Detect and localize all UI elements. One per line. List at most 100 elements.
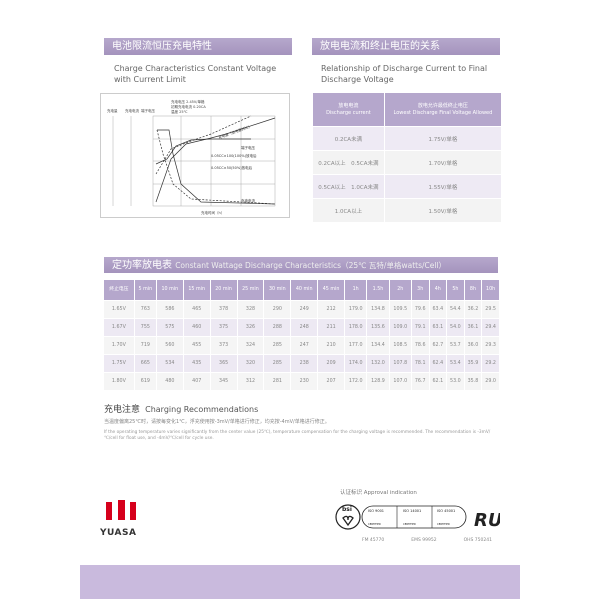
wattage-value-cell: 375 [210,319,237,336]
relation-title-en: Relationship of Discharge Current to Fin… [321,64,488,84]
discharge-current-cell: 0.2CA以上 0.5CA未满 [313,151,384,174]
wattage-title-en: Constant Wattage Discharge Characteristi… [175,261,447,270]
wattage-value-cell: 128.9 [367,373,389,390]
wattage-value-cell: 53.0 [447,373,464,390]
wattage-value-cell: 281 [264,373,291,390]
wattage-value-cell: 134.8 [367,301,389,318]
wattage-value-cell: 29.0 [482,373,499,390]
wattage-value-cell: 29.3 [482,337,499,354]
wattage-value-cell: 35.9 [464,355,482,372]
wattage-value-cell: 210 [318,337,345,354]
final-voltage-cell: 1.75V/单格 [384,127,501,150]
charge-curve [155,117,276,203]
wattage-value-cell: 619 [134,373,156,390]
final-voltage-cell: 1.65V [104,301,134,318]
wattage-value-cell: 79.1 [411,319,429,336]
wattage-value-cell: 29.2 [482,355,499,372]
wattage-value-cell: 328 [237,301,264,318]
wattage-header-cell: 终止电压 [104,280,134,300]
final-voltage-cell: 1.50V/单格 [384,199,501,222]
wattage-header-cell: 4h [429,280,447,300]
wattage-value-cell: 238 [291,355,318,372]
svg-text:bsi: bsi [342,506,352,513]
bsi-logo-icon [335,504,361,530]
wattage-value-cell: 288 [264,319,291,336]
wattage-value-cell: 755 [134,319,156,336]
wattage-value-cell: 179.0 [345,301,367,318]
wattage-value-cell: 78.6 [411,337,429,354]
wattage-value-cell: 586 [156,301,183,318]
wattage-value-cell: 134.4 [367,337,389,354]
cert-iso9001-name: ISO 9001 [368,509,384,513]
wattage-value-cell: 365 [210,355,237,372]
current-curve [157,129,276,205]
wattage-header-cell: 3h [411,280,429,300]
wattage-value-cell: 575 [156,319,183,336]
ul-logo-icon: RU [474,510,500,531]
charging-text-cn: 当温度偏离25℃时，请按每变化1℃，浮充使用按-3mV/单格进行修正，均充按-4… [104,419,330,425]
wattage-value-cell: 174.0 [345,355,367,372]
charging-title-cn: 充电注意 [104,405,141,415]
wattage-value-cell: 230 [291,373,318,390]
wattage-value-cell: 560 [156,337,183,354]
cert-code-ems: EMS 99952 [411,538,437,543]
wattage-value-cell: 109.5 [389,301,411,318]
chart-xlabel: 充电时间（h） [201,210,224,215]
wattage-value-cell: 53.4 [447,355,464,372]
relation-row: 0.5CA以上 1.0CA未满 1.55V/单格 [313,175,501,198]
wattage-value-cell: 326 [237,319,264,336]
wattage-value-cell: 62.4 [429,355,447,372]
cert-iso45001-name: ISO 45001 [437,509,455,513]
relation-header-current: 放电电流 Discharge current [313,93,384,126]
wattage-table: 终止电压 5 min 10 min 15 min 20 min 25 min 30 min 4… [103,279,500,391]
final-voltage-cell: 1.70V/单格 [384,151,501,174]
wattage-value-cell: 455 [183,337,210,354]
wattage-value-cell: 36.0 [464,337,482,354]
relation-table: 放电电流 Discharge current 放电允许最低终止电压 Lowest D… [312,92,502,223]
wattage-value-cell: 53.7 [447,337,464,354]
wattage-header-cell: 30 min [264,280,291,300]
wattage-value-cell: 54.0 [447,319,464,336]
wattage-value-cell: 62.7 [429,337,447,354]
cert-code-fm: FM 45770 [362,538,385,543]
wattage-value-cell: 324 [237,337,264,354]
wattage-value-cell: 211 [318,319,345,336]
wattage-value-cell: 178.0 [345,319,367,336]
approval-logos: bsi ISO 9001 ISO 14001 ISO 45001 CERTIFI… [334,500,503,532]
relation-row: 0.2CA以上 0.5CA未满 1.70V/单格 [313,151,501,174]
wattage-value-cell: 465 [183,301,210,318]
cert-certified-2: CERTIFIED [403,522,416,526]
relation-row: 0.2CA未满 1.75V/单格 [313,127,501,150]
wattage-value-cell: 36.2 [464,301,482,318]
cert-code-ohs: OHS 750241 [463,538,492,543]
yuasa-logo: YUASA [100,498,146,538]
approval-title: 认证标识 Approval indication [340,490,417,496]
wattage-value-cell: 312 [237,373,264,390]
wattage-value-cell: 107.0 [389,373,411,390]
wattage-value-cell: 36.1 [464,319,482,336]
cert-certified-3: CERTIFIED [437,522,450,526]
wattage-value-cell: 207 [318,373,345,390]
wattage-header-cell: 1.5h [367,280,389,300]
wattage-value-cell: 63.4 [429,301,447,318]
wattage-value-cell: 209 [318,355,345,372]
relation-title-cn: 放电电流和终止电压的关系 [320,41,440,52]
wattage-value-cell: 29.5 [482,301,499,318]
wattage-value-cell: 460 [183,319,210,336]
wattage-value-cell: 63.1 [429,319,447,336]
chart-y2-label: 充电电流 [125,108,139,113]
charge-section-header: 电池限流恒压充电特性 [104,38,292,55]
wattage-value-cell: 62.1 [429,373,447,390]
cert-iso14001-name: ISO 14001 [403,509,421,513]
final-voltage-cell: 1.80V [104,373,134,390]
charging-title-en: Charging Recommendations [145,405,259,414]
chart-note-current: 初期充电电流 0.20CA [171,104,206,109]
wattage-header-cell: 10 min [156,280,183,300]
wattage-value-cell: 79.6 [411,301,429,318]
voltage-curve [155,138,251,165]
logo-text: YUASA [100,528,137,538]
wattage-value-cell: 320 [237,355,264,372]
wattage-value-cell: 249 [291,301,318,318]
charging-heading: 充电注意 Charging Recommendations [104,402,258,415]
wattage-row: 1.75V 665 534 435 365 320 285 238 209 174.0 132.0 1… [104,355,499,372]
